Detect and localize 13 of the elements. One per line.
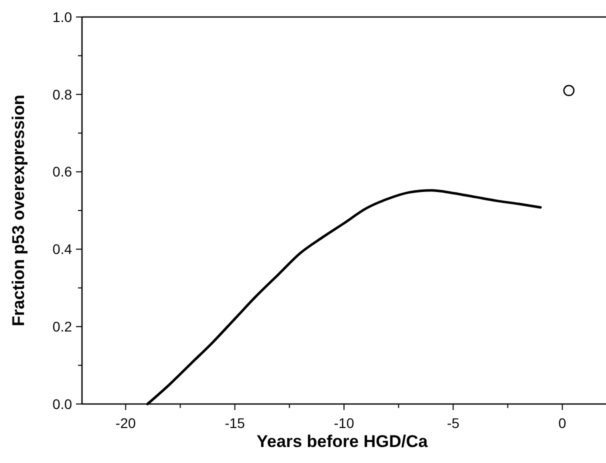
y-tick-label: 0.2 (52, 318, 72, 334)
y-tick-label: 0.8 (52, 86, 72, 102)
y-tick-label: 0.0 (52, 396, 72, 412)
y-tick-label: 0.6 (52, 164, 72, 180)
x-tick-label: -5 (446, 415, 460, 431)
x-axis-title: Years before HGD/Ca (256, 432, 428, 451)
y-tick-label: 0.4 (52, 241, 72, 258)
x-tick-label: 0 (558, 415, 566, 431)
x-tick-label: -20 (116, 415, 136, 431)
x-tick-label: -15 (224, 415, 246, 431)
x-tick-label: -10 (334, 415, 354, 431)
y-axis-title: Fraction p53 overexpression (9, 94, 28, 326)
y-tick-label: 1.0 (52, 8, 72, 25)
